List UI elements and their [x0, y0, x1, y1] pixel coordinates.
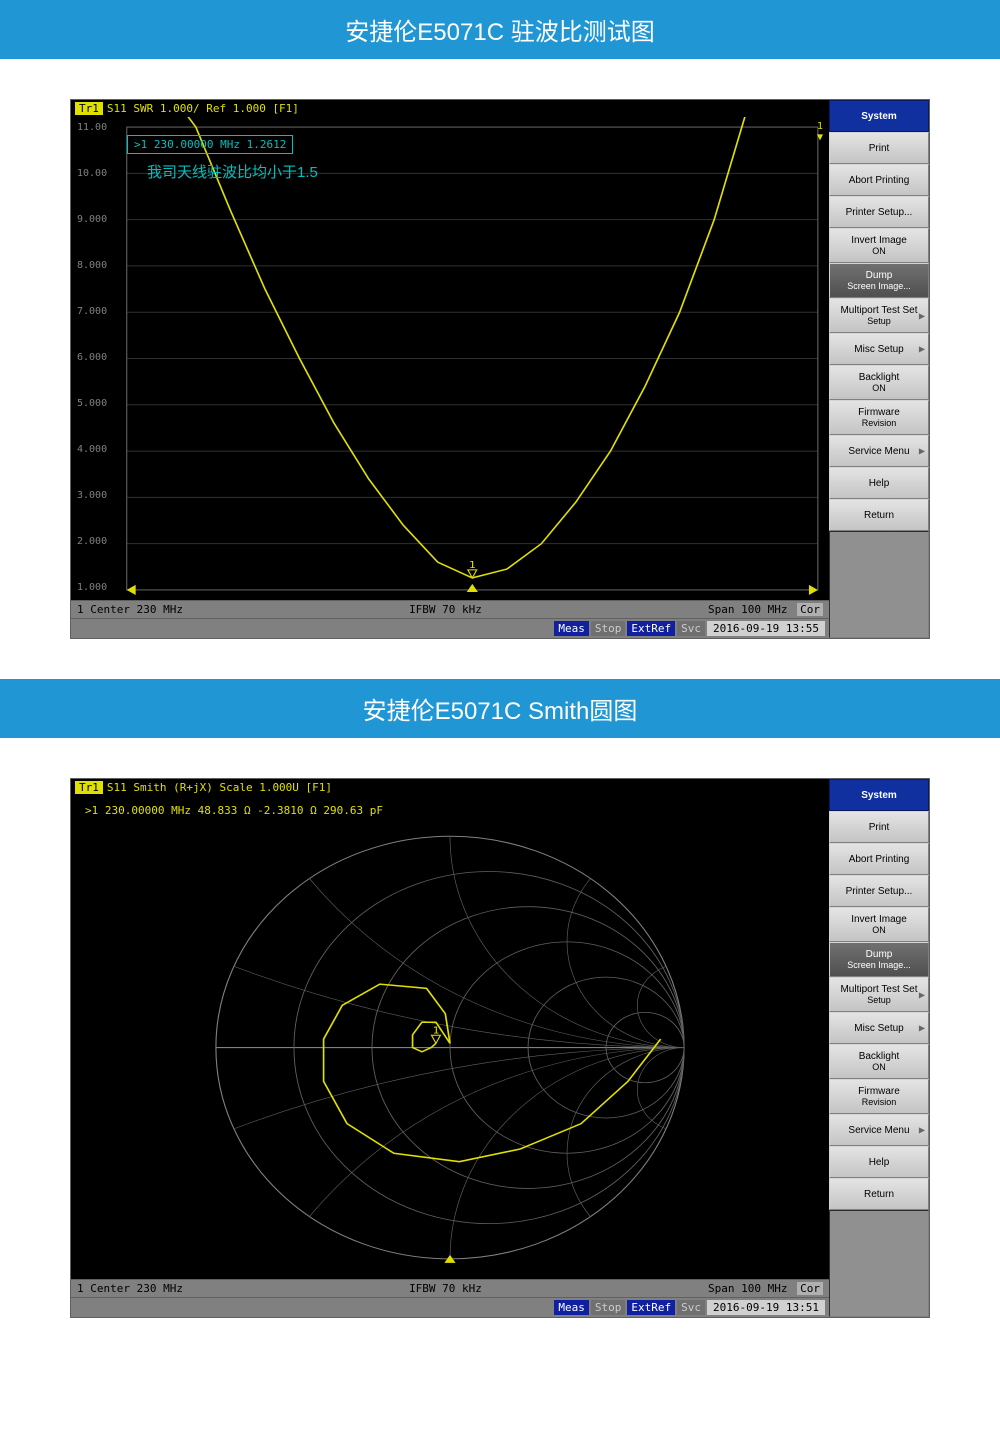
smith-plot-footer: 1 Center 230 MHz IFBW 70 kHz Span 100 MH…: [71, 1279, 829, 1297]
softkey-invert-image[interactable]: Invert ImageON: [829, 907, 929, 942]
softkey-print[interactable]: Print: [829, 132, 929, 164]
svg-text:1: 1: [433, 1024, 440, 1036]
softkey-return[interactable]: Return: [829, 499, 929, 531]
smith-plot-area: >1 230.00000 MHz 48.833 Ω -2.3810 Ω 290.…: [71, 796, 829, 1279]
softkey-invert-image[interactable]: Invert ImageON: [829, 228, 929, 263]
svg-text:1: 1: [469, 558, 476, 570]
softkey-service-menu[interactable]: Service Menu▶: [829, 435, 929, 467]
swr-center-label: 1 Center 230 MHz: [77, 603, 183, 616]
swr-marker-readout: >1 230.00000 MHz 1.2612: [127, 135, 293, 154]
softkey-blank: [829, 1210, 929, 1317]
softkey-abort-printing[interactable]: Abort Printing: [829, 164, 929, 196]
softkey-dump[interactable]: DumpScreen Image...: [829, 263, 929, 298]
status-time: 2016-09-19 13:55: [707, 621, 825, 636]
softkey-abort-printing[interactable]: Abort Printing: [829, 843, 929, 875]
status-stop: Stop: [591, 621, 626, 636]
smith-center-label: 1 Center 230 MHz: [77, 1282, 183, 1295]
smith-span-label: Span 100 MHz: [708, 1282, 787, 1295]
cor-badge: Cor: [797, 1282, 823, 1295]
trace-text: S11 Smith (R+jX) Scale 1.000U [F1]: [107, 781, 332, 794]
status-meas: Meas: [554, 621, 589, 636]
section-title-swr: 安捷伦E5071C 驻波比测试图: [0, 0, 1000, 59]
swr-plot-area: 1 11.00 10.00 9.000 8.000 7.000 6.000 5.000 4.0…: [71, 117, 829, 600]
trace-text: S11 SWR 1.000/ Ref 1.000 [F1]: [107, 102, 299, 115]
status-extref: ExtRef: [627, 621, 675, 636]
status-stop: Stop: [591, 1300, 626, 1315]
status-extref: ExtRef: [627, 1300, 675, 1315]
softkey-panel-swr: SystemPrintAbort PrintingPrinter Setup..…: [829, 100, 929, 638]
smith-plot-section: Tr1 S11 Smith (R+jX) Scale 1.000U [F1] >…: [71, 779, 829, 1317]
softkey-multiport-test-set[interactable]: Multiport Test SetSetup▶: [829, 298, 929, 333]
smith-trace-header: Tr1 S11 Smith (R+jX) Scale 1.000U [F1]: [71, 779, 829, 796]
status-svc: Svc: [677, 621, 705, 636]
swr-trace-header: Tr1 S11 SWR 1.000/ Ref 1.000 [F1]: [71, 100, 829, 117]
ytick: 3.000: [77, 490, 107, 501]
ytick: 7.000: [77, 306, 107, 317]
swr-span-label: Span 100 MHz: [708, 603, 787, 616]
ytick: 8.000: [77, 260, 107, 271]
softkey-backlight[interactable]: BacklightON: [829, 1044, 929, 1079]
softkey-printer-setup-[interactable]: Printer Setup...: [829, 196, 929, 228]
softkey-dump[interactable]: DumpScreen Image...: [829, 942, 929, 977]
ytick: 4.000: [77, 444, 107, 455]
swr-plot-section: Tr1 S11 SWR 1.000/ Ref 1.000 [F1] 1 11.0…: [71, 100, 829, 638]
softkey-title: System: [829, 779, 929, 811]
swr-annotation: 我司天线驻波比均小于1.5: [147, 161, 318, 182]
softkey-backlight[interactable]: BacklightON: [829, 365, 929, 400]
status-svc: Svc: [677, 1300, 705, 1315]
status-meas: Meas: [554, 1300, 589, 1315]
swr-corner-marker: 1▼: [817, 121, 823, 143]
softkey-blank: [829, 531, 929, 638]
analyzer-screen-swr: Tr1 S11 SWR 1.000/ Ref 1.000 [F1] 1 11.0…: [70, 99, 930, 639]
softkey-firmware[interactable]: FirmwareRevision: [829, 1079, 929, 1114]
softkey-misc-setup[interactable]: Misc Setup▶: [829, 1012, 929, 1044]
ytick: 2.000: [77, 536, 107, 547]
softkey-panel-smith: SystemPrintAbort PrintingPrinter Setup..…: [829, 779, 929, 1317]
softkey-multiport-test-set[interactable]: Multiport Test SetSetup▶: [829, 977, 929, 1012]
ytick: 10.00: [77, 168, 107, 179]
softkey-misc-setup[interactable]: Misc Setup▶: [829, 333, 929, 365]
smith-status-bar: Meas Stop ExtRef Svc 2016-09-19 13:51: [71, 1297, 829, 1317]
swr-svg: 1: [71, 117, 829, 600]
smith-ifbw-label: IFBW 70 kHz: [409, 1282, 482, 1295]
status-time: 2016-09-19 13:51: [707, 1300, 825, 1315]
trace-id: Tr1: [75, 102, 103, 115]
swr-status-bar: Meas Stop ExtRef Svc 2016-09-19 13:55: [71, 618, 829, 638]
section-title-smith: 安捷伦E5071C Smith圆图: [0, 679, 1000, 738]
softkey-help[interactable]: Help: [829, 467, 929, 499]
ytick: 1.000: [77, 582, 107, 593]
softkey-printer-setup-[interactable]: Printer Setup...: [829, 875, 929, 907]
cor-badge: Cor: [797, 603, 823, 616]
ytick: 11.00: [77, 122, 107, 133]
analyzer-screen-smith: Tr1 S11 Smith (R+jX) Scale 1.000U [F1] >…: [70, 778, 930, 1318]
ytick: 6.000: [77, 352, 107, 363]
softkey-help[interactable]: Help: [829, 1146, 929, 1178]
softkey-title: System: [829, 100, 929, 132]
swr-plot-footer: 1 Center 230 MHz IFBW 70 kHz Span 100 MH…: [71, 600, 829, 618]
swr-ifbw-label: IFBW 70 kHz: [409, 603, 482, 616]
softkey-return[interactable]: Return: [829, 1178, 929, 1210]
softkey-service-menu[interactable]: Service Menu▶: [829, 1114, 929, 1146]
ytick: 9.000: [77, 214, 107, 225]
trace-id: Tr1: [75, 781, 103, 794]
ytick: 5.000: [77, 398, 107, 409]
softkey-print[interactable]: Print: [829, 811, 929, 843]
smith-svg: 1: [71, 796, 829, 1279]
softkey-firmware[interactable]: FirmwareRevision: [829, 400, 929, 435]
